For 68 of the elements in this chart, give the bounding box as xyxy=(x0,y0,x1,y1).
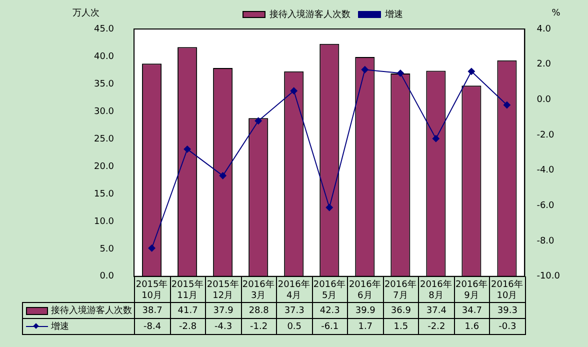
point xyxy=(184,146,191,153)
data-label: 37.9 xyxy=(206,302,242,319)
x-tick-label: 2016年3月 xyxy=(242,279,274,301)
x-tick-label: 2015年11月 xyxy=(171,279,204,301)
y2-tick-label: 2.0 xyxy=(536,60,552,70)
data-label: 28.8 xyxy=(241,302,277,319)
data-label: 38.7 xyxy=(134,302,170,319)
data-label: 41.7 xyxy=(170,302,206,319)
y-tick-label: 0.0 xyxy=(100,272,114,282)
point xyxy=(361,66,368,74)
data-label: -2.8 xyxy=(170,318,206,335)
y-tick-label: 10.0 xyxy=(94,216,114,227)
point xyxy=(219,172,226,180)
y2-tick-label: -6.0 xyxy=(536,201,555,212)
y2-tick-label: -8.0 xyxy=(536,236,555,246)
data-label: 1.5 xyxy=(383,318,419,335)
data-label: -2.2 xyxy=(418,318,454,335)
point xyxy=(468,68,475,75)
y2-tick-label: -4.0 xyxy=(536,166,555,176)
y2-tick-label: 4.0 xyxy=(536,24,552,34)
y2-tick-label: -10.0 xyxy=(536,272,560,282)
y-tick-label: 20.0 xyxy=(94,162,114,172)
data-label: 42.3 xyxy=(312,302,348,319)
legend-label: 增速 xyxy=(384,8,403,20)
text: 增速 xyxy=(51,322,69,332)
x-tick-label: 2015年10月 xyxy=(136,279,168,301)
y-axis-title: 万人次 xyxy=(72,7,100,18)
x-tick-label: 2016年4月 xyxy=(278,279,310,301)
data-label: -1.2 xyxy=(241,318,277,335)
y2-tick-label: -2.0 xyxy=(536,130,555,140)
point xyxy=(148,244,156,252)
y-tick-label: 35.0 xyxy=(94,79,114,90)
x-tick-label: 2016年7月 xyxy=(384,279,416,301)
y-tick-label: 30.0 xyxy=(94,106,114,117)
data-label: -6.1 xyxy=(312,318,348,335)
data-label: 34.7 xyxy=(454,302,490,319)
data-label: 1.6 xyxy=(454,318,490,335)
x-tick-label: 2016年5月 xyxy=(313,279,346,301)
y2-axis-title: % xyxy=(552,8,561,18)
data-label: -0.3 xyxy=(490,318,526,335)
point xyxy=(254,117,262,124)
point xyxy=(503,101,510,108)
y-tick-label: 40.0 xyxy=(94,52,114,62)
y-tick-label: 15.0 xyxy=(94,189,114,200)
data-label: -4.3 xyxy=(206,318,242,335)
text: 接待入境游客人次数 xyxy=(51,306,132,316)
point xyxy=(432,135,440,142)
x-tick-label: 2016年6月 xyxy=(348,279,381,301)
y2-tick-label: 0.0 xyxy=(536,95,552,106)
data-label: 37.3 xyxy=(276,302,312,319)
data-label: 0.5 xyxy=(276,318,312,335)
data-label: 37.4 xyxy=(418,302,454,319)
point xyxy=(326,204,333,211)
y-tick-label: 5.0 xyxy=(100,244,114,254)
data-label: 39.3 xyxy=(490,302,526,319)
x-tick-label: 2016年8月 xyxy=(420,279,452,301)
data-label: 39.9 xyxy=(348,302,384,319)
data-label: 1.7 xyxy=(348,318,384,335)
x-tick-label: 2016年9月 xyxy=(455,279,488,301)
data-label: -8.4 xyxy=(134,318,170,335)
y-tick-label: 45.0 xyxy=(94,24,114,34)
data-label: 36.9 xyxy=(383,302,419,319)
x-tick-label: 2015年12月 xyxy=(206,279,239,301)
x-tick-label: 2016年10月 xyxy=(491,279,523,301)
point xyxy=(290,87,298,94)
point xyxy=(396,70,404,77)
y-tick-label: 25.0 xyxy=(94,134,114,144)
legend-label: 接待入境游客人次数 xyxy=(270,8,350,20)
